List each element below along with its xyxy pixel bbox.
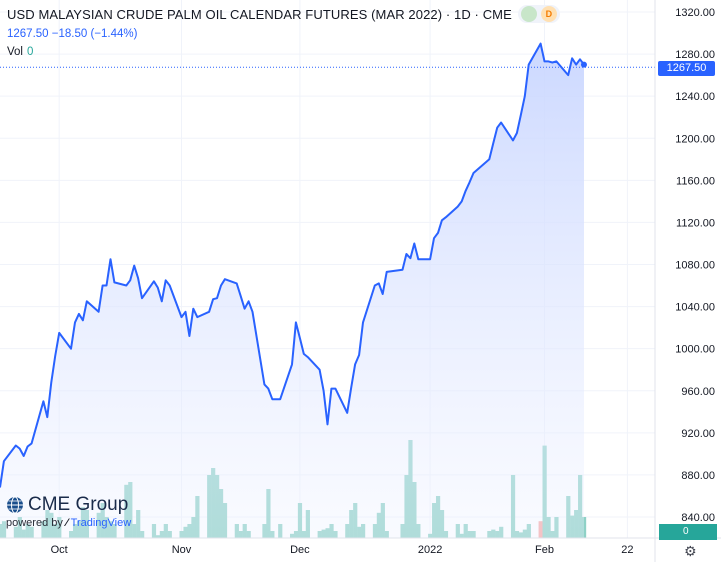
last-price: 1267.50 bbox=[7, 28, 49, 40]
market-open-badge bbox=[520, 6, 537, 22]
price-tick-label: 840.00 bbox=[681, 512, 715, 524]
last-price-label: 1267.50 bbox=[658, 61, 715, 76]
price-axis[interactable]: 1320.00 1280.00 1240.00 1200.00 1160.00 1120.… bbox=[654, 0, 715, 562]
price-tick-label: 960.00 bbox=[681, 386, 715, 398]
cme-logo[interactable]: CME Group powered by ⁄ TradingView bbox=[6, 494, 131, 529]
gear-icon[interactable]: ⚙ bbox=[684, 543, 697, 559]
volume-label: Vol bbox=[7, 46, 23, 58]
globe-icon bbox=[7, 496, 23, 514]
price-summary: 1267.50 −18.50 (−1.44%) bbox=[7, 28, 560, 40]
price-tick-label: 1040.00 bbox=[675, 302, 715, 314]
price-tick-label: 1240.00 bbox=[675, 91, 715, 103]
volume-bar bbox=[581, 517, 587, 538]
time-tick-label: Dec bbox=[290, 544, 310, 556]
time-tick-label: Oct bbox=[51, 544, 68, 556]
status-badges: D bbox=[517, 5, 560, 23]
price-tick-label: 1200.00 bbox=[675, 133, 715, 145]
time-tick-label: Feb bbox=[535, 544, 554, 556]
tradingview-text: TradingView bbox=[70, 517, 132, 529]
powered-by: powered by ⁄ TradingView bbox=[6, 517, 131, 529]
price-area-fill bbox=[0, 43, 584, 538]
price-change: −18.50 bbox=[51, 28, 88, 40]
tradingview-logo-icon: ⁄ bbox=[65, 517, 68, 529]
price-tick-label: 1000.00 bbox=[675, 344, 715, 356]
price-tick-label: 920.00 bbox=[681, 428, 715, 440]
price-line bbox=[0, 42, 585, 488]
logo-name: CME Group bbox=[28, 494, 129, 515]
time-tick-label: 2022 bbox=[418, 544, 442, 556]
last-price-dot bbox=[580, 61, 587, 68]
price-tick-label: 880.00 bbox=[681, 470, 715, 482]
delayed-data-badge[interactable]: D bbox=[540, 6, 557, 22]
time-tick-label: Nov bbox=[172, 544, 192, 556]
volume-summary: Vol 0 bbox=[7, 46, 560, 58]
time-axis[interactable]: Oct Nov Dec 2022 Feb 22 bbox=[0, 537, 721, 556]
price-change-percent: (−1.44%) bbox=[90, 28, 138, 40]
volume-value: 0 bbox=[27, 46, 34, 58]
price-tick-label: 1280.00 bbox=[675, 49, 715, 61]
price-tick-label: 1320.00 bbox=[675, 7, 715, 19]
price-tick-label: 1120.00 bbox=[676, 217, 715, 229]
price-tick-label: 1160.00 bbox=[676, 175, 715, 187]
volume-axis-label: 0 bbox=[659, 524, 717, 540]
symbol-title[interactable]: USD MALAYSIAN CRUDE PALM OIL CALENDAR FU… bbox=[7, 6, 512, 22]
powered-by-text: powered by bbox=[6, 517, 63, 529]
price-tick-label: 1080.00 bbox=[675, 260, 715, 272]
chart-header: USD MALAYSIAN CRUDE PALM OIL CALENDAR FU… bbox=[7, 5, 560, 58]
time-tick-label: 22 bbox=[621, 544, 633, 556]
